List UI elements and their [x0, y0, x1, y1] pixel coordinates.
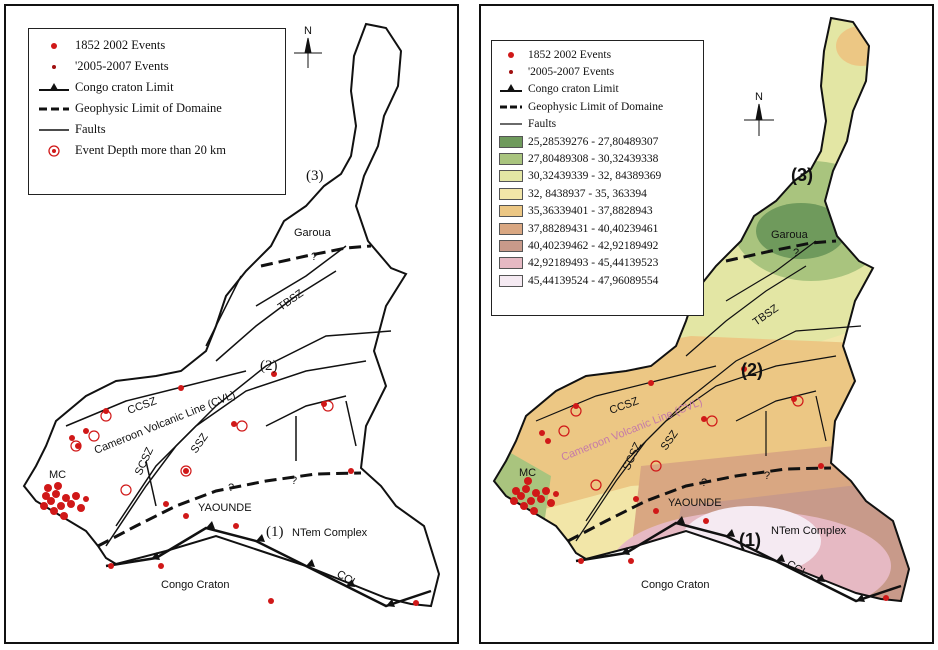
- legend-class-row: 45,44139524 - 47,96089554: [498, 272, 697, 289]
- color-swatch-icon: [498, 256, 524, 270]
- seismic-events: [510, 366, 889, 601]
- deep-events: [70, 400, 334, 496]
- domain-1-label: (1): [739, 530, 761, 550]
- legend-item-deep: Event Depth more than 20 km: [37, 140, 277, 161]
- fault-lines: [65, 245, 392, 547]
- unknown-mark-3: ?: [764, 470, 770, 482]
- legend-item-events-2005: '2005-2007 Events: [37, 56, 277, 77]
- color-swatch-icon: [498, 169, 524, 183]
- legend-classes: 25,28539276 - 27,80489307 27,80489308 - 3…: [498, 133, 697, 290]
- legend-class-label: 40,40239462 - 42,92189492: [528, 239, 659, 252]
- right-map-panel: N (3) (2) (1) Garoua YAOUNDE NTem Comple…: [479, 4, 934, 644]
- north-label: N: [304, 25, 312, 37]
- red-dot-icon: [37, 39, 71, 53]
- domain-2-label: (2): [741, 360, 763, 380]
- small-dot-icon: [37, 60, 71, 74]
- legend-class-label: 35,36339401 - 37,8828943: [528, 205, 653, 218]
- ntem-label: NTem Complex: [771, 525, 847, 537]
- color-swatch-icon: [498, 274, 524, 288]
- legend-item-faults: Faults: [37, 119, 277, 140]
- legend-item-craton: Congo craton Limit: [37, 77, 277, 98]
- solid-line-icon: [37, 123, 71, 137]
- legend-class-row: 30,32439339 - 32, 84389369: [498, 168, 697, 185]
- garoua-label: Garoua: [294, 227, 332, 239]
- color-swatch-icon: [498, 204, 524, 218]
- unknown-mark-1: ?: [311, 251, 317, 263]
- legend-class-row: 37,88289431 - 40,40239461: [498, 220, 697, 237]
- geophysic-limit-north: [260, 244, 372, 268]
- ring-icon: [37, 144, 71, 158]
- color-swatch-icon: [498, 187, 524, 201]
- triangle-line-icon: [498, 82, 524, 96]
- small-dot-icon: [498, 65, 524, 79]
- legend-class-row: 35,36339401 - 37,8828943: [498, 203, 697, 220]
- color-swatch-icon: [498, 152, 524, 166]
- geophysic-limit-south: [97, 471, 362, 548]
- legend-class-label: 45,44139524 - 47,96089554: [528, 274, 659, 287]
- legend-item-faults: Faults: [498, 116, 697, 133]
- deep-events: [558, 395, 804, 491]
- north-label: N: [755, 91, 763, 103]
- legend-item-events-1852: 1852 2002 Events: [37, 35, 277, 56]
- seismic-events: [40, 371, 419, 606]
- north-arrow: [744, 103, 774, 136]
- legend-class-label: 32, 8438937 - 35, 363394: [528, 187, 647, 200]
- left-map-panel: N (3) (2) (1) Garoua YAOUNDE NTem Comple…: [4, 4, 459, 644]
- legend-item-events-1852: 1852 2002 Events: [498, 46, 697, 63]
- legend-class-row: 27,80489308 - 30,32439338: [498, 150, 697, 167]
- garoua-label: Garoua: [771, 229, 809, 241]
- congo-craton-label: Congo Craton: [161, 579, 230, 591]
- unknown-mark-2: ?: [701, 477, 707, 489]
- ntem-label: NTem Complex: [292, 527, 368, 539]
- legend-class-label: 30,32439339 - 32, 84389369: [528, 170, 662, 183]
- legend-class-row: 32, 8438937 - 35, 363394: [498, 185, 697, 202]
- congo-craton-limit: [105, 526, 432, 608]
- north-arrow: [294, 37, 322, 68]
- left-legend: 1852 2002 Events '2005-2007 Events Congo…: [28, 28, 286, 195]
- triangle-line-icon: [37, 81, 71, 95]
- yaounde-label: YAOUNDE: [198, 502, 252, 514]
- left-map: N (3) (2) (1) Garoua YAOUNDE NTem Comple…: [23, 23, 440, 608]
- legend-item-craton: Congo craton Limit: [498, 81, 697, 98]
- legend-item-events-2005: '2005-2007 Events: [498, 63, 697, 80]
- craton-limit-triangles: [621, 516, 865, 602]
- mc-label: MC: [519, 467, 536, 479]
- legend-class-label: 27,80489308 - 30,32439338: [528, 153, 659, 166]
- legend-class-label: 25,28539276 - 27,80489307: [528, 135, 659, 148]
- color-swatch-icon: [498, 239, 524, 253]
- legend-item-geophysic: Geophysic Limit of Domaine: [37, 98, 277, 119]
- congo-craton-label: Congo Craton: [641, 579, 710, 591]
- legend-class-row: 40,40239462 - 42,92189492: [498, 237, 697, 254]
- right-legend: 1852 2002 Events '2005-2007 Events Congo…: [491, 40, 704, 316]
- color-swatch-icon: [498, 135, 524, 149]
- congo-craton-limit: [575, 521, 902, 603]
- color-swatch-icon: [498, 222, 524, 236]
- dashed-line-icon: [498, 100, 524, 114]
- domain-2-label: (2): [260, 358, 278, 374]
- domain-1-label: (1): [266, 524, 284, 540]
- domain-3-label: (3): [306, 168, 324, 184]
- geophysic-limit-south: [567, 466, 832, 543]
- legend-class-label: 42,92189493 - 45,44139523: [528, 257, 659, 270]
- unknown-mark-2: ?: [228, 482, 234, 494]
- fault-lines: [535, 240, 862, 542]
- legend-class-label: 37,88289431 - 40,40239461: [528, 222, 659, 235]
- unknown-mark-3: ?: [291, 475, 297, 487]
- legend-class-row: 42,92189493 - 45,44139523: [498, 255, 697, 272]
- domain-3-label: (3): [791, 165, 813, 185]
- mc-label: MC: [49, 469, 66, 481]
- yaounde-label: YAOUNDE: [668, 497, 722, 509]
- geophysic-limit-north: [725, 239, 837, 263]
- unknown-mark-1: ?: [793, 247, 799, 259]
- legend-item-geophysic: Geophysic Limit of Domaine: [498, 98, 697, 115]
- solid-line-icon: [498, 117, 524, 131]
- craton-limit-triangles: [151, 521, 395, 607]
- red-dot-icon: [498, 48, 524, 62]
- legend-class-row: 25,28539276 - 27,80489307: [498, 133, 697, 150]
- dashed-line-icon: [37, 102, 71, 116]
